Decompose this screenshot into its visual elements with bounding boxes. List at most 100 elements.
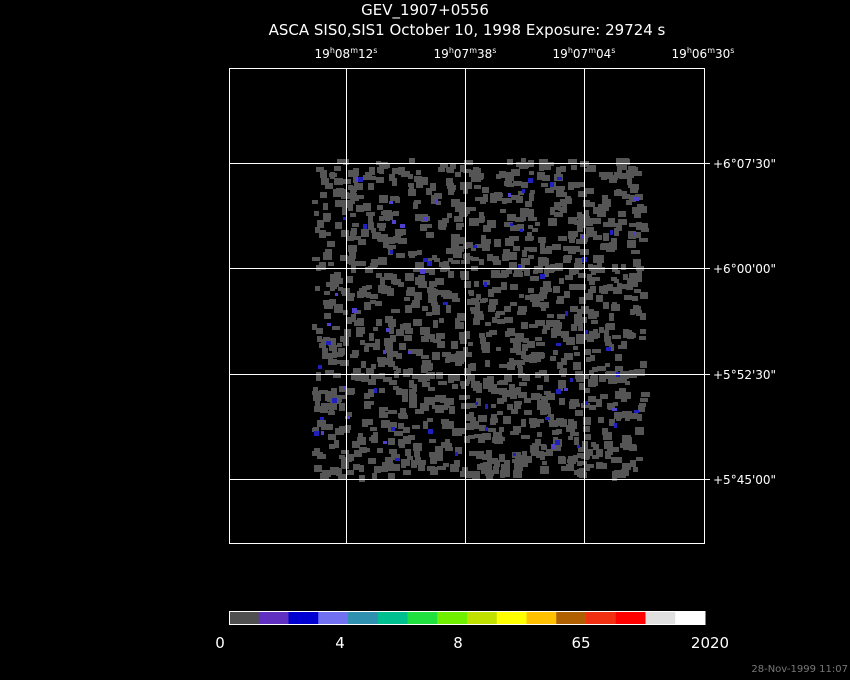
pixel [635,277,642,282]
pixel [564,353,573,360]
number: 07 [573,47,588,61]
pixel [359,373,365,380]
pixel [578,191,587,197]
pixel [424,363,433,370]
pixel [530,294,537,302]
pixel [563,336,568,342]
pixel [356,205,364,212]
pixel [455,318,460,324]
unit: s [492,46,496,55]
pixel [460,381,469,386]
pixel [522,374,530,381]
pixel [416,349,423,356]
pixel [335,222,342,229]
pixel [343,310,348,315]
pixel [334,398,341,404]
pixel [370,427,377,431]
pixel [585,309,594,313]
pixel [352,223,359,227]
pixel [398,238,407,244]
pixel [357,291,364,298]
pixel [578,461,587,465]
pixel [628,184,636,188]
pixel [483,383,491,389]
pixel [528,178,533,183]
pixel [400,324,408,330]
pixel [379,407,388,411]
pixel [597,263,602,269]
pixel [524,269,530,276]
pixel [499,427,504,432]
pixel [314,406,323,412]
pixel [423,217,427,221]
pixel [535,439,541,446]
pixel [598,204,606,209]
pixel [536,342,545,346]
pixel [409,158,415,164]
pixel [451,341,458,349]
pixel [540,407,547,415]
pixel [479,212,484,217]
pixel [352,441,360,448]
pixel [332,398,337,403]
pixel [583,401,588,405]
pixel [634,213,641,218]
pixel [315,400,320,406]
pixel [558,457,566,464]
pixel [591,320,598,324]
pixel [492,437,500,443]
pixel [348,172,353,177]
pixel [458,202,465,207]
pixel [423,258,428,262]
pixel [604,336,609,342]
pixel [615,354,622,361]
pixel [368,389,374,397]
pixel [574,470,579,475]
pixel [329,407,334,411]
pixel [446,354,455,362]
pixel [473,167,479,172]
pixel [353,464,360,470]
pixel [522,451,527,459]
pixel [505,331,510,337]
pixel [518,392,527,398]
pixel [369,167,375,175]
pixel [641,392,650,397]
pixel [550,356,556,361]
pixel [377,357,386,362]
pixel [413,443,422,451]
pixel [518,191,524,195]
pixel [628,231,636,239]
pixel [451,248,460,254]
ra-label: 19h06m30s [672,46,735,61]
pixel [358,239,366,245]
pixel [483,462,492,470]
pixel [395,197,400,203]
pixel [321,425,326,430]
pixel [553,286,560,293]
pixel [605,324,611,330]
pixel [483,194,488,202]
pixel [379,195,388,203]
pixel [534,266,543,273]
pixel [476,451,484,459]
pixel [528,288,534,293]
pixel [456,223,462,230]
unit: h [449,46,454,55]
pixel [452,293,458,298]
pixel [435,199,438,204]
pixel [487,376,494,384]
pixel [364,302,371,310]
pixel [506,179,512,183]
pixel [426,312,432,316]
pixel [389,380,397,385]
pixel [369,333,374,341]
pixel [391,280,399,284]
pixel [481,235,486,243]
pixel [574,352,580,356]
pixel [316,328,323,334]
pixel [464,281,471,288]
pixel [441,290,450,297]
pixel [321,403,330,410]
pixel [558,382,563,388]
